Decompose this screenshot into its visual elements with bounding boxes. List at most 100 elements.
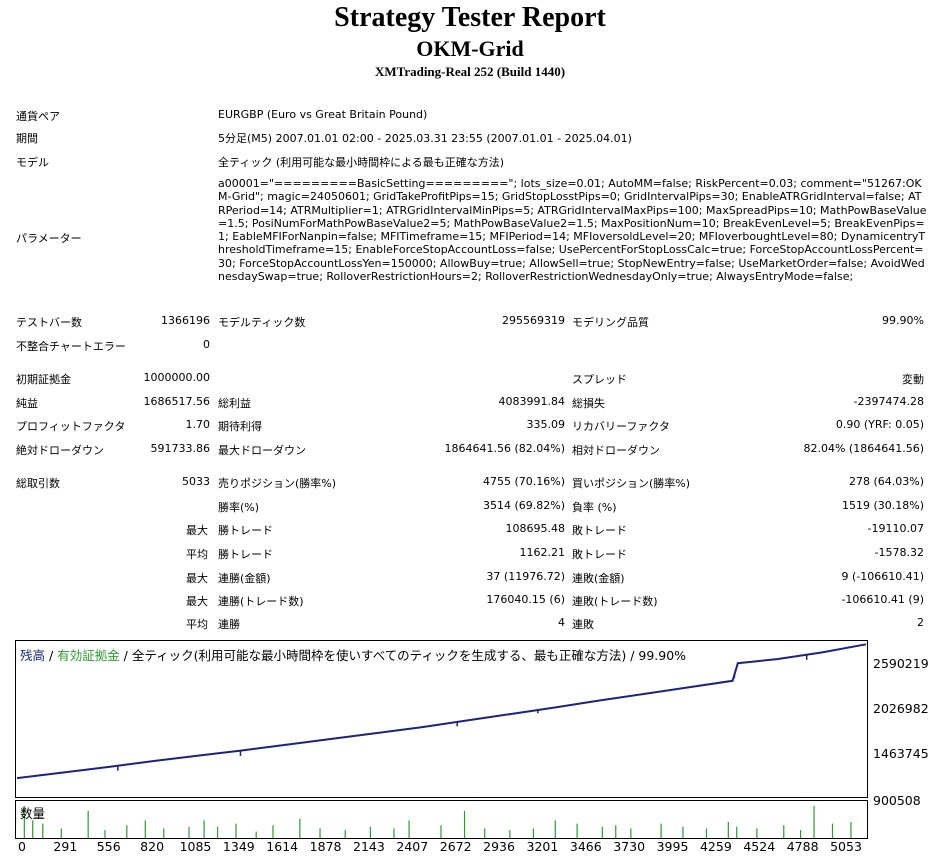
volume-bar-23 (484, 828, 486, 838)
volume-bar-7 (144, 820, 146, 838)
volume-bar-29 (615, 825, 617, 838)
y-tick-0: 2590219 (873, 656, 929, 671)
win-rate-label: 勝率(%) (218, 501, 260, 514)
avg-cons-wins-label: 連勝 (218, 618, 240, 631)
volume-bar-36 (756, 828, 758, 838)
avg-label: 平均 (186, 548, 208, 561)
model-label: モデル (16, 156, 49, 169)
bars-value: 1366196 (161, 314, 210, 327)
volume-bar-41 (850, 822, 852, 838)
x-tick-1: 291 (53, 839, 78, 854)
x-tick-19: 5053 (830, 839, 862, 854)
volume-bar-0 (23, 806, 25, 838)
x-tick-15: 3995 (656, 839, 689, 854)
max-drawdown-value: 1864641.56 (82.04%) (444, 442, 565, 455)
period-value: 5分足(M5) 2007.01.01 02:00 - 2025.03.31 23… (218, 132, 632, 145)
ticks-value: 295569319 (502, 314, 565, 327)
avg-cons-losses-label: 連敗 (572, 618, 594, 631)
balance-chart (15, 640, 868, 798)
profit-factor-value: 1.70 (185, 418, 211, 431)
volume-bar-39 (813, 806, 815, 838)
y-tick-2: 1463745 (873, 746, 929, 761)
loss-rate-label: 負率 (%) (572, 501, 617, 514)
volume-bar-30 (630, 828, 632, 838)
deposit-label: 初期証拠金 (16, 373, 71, 386)
max-win-trade-label: 勝トレード (218, 524, 273, 537)
short-positions-label: 売りポジション(勝率%) (218, 477, 337, 490)
profit-factor-label: プロフィットファクタ (16, 420, 126, 433)
x-tick-8: 2143 (353, 839, 385, 854)
period-label: 期間 (16, 132, 38, 145)
max-label-2: 最大 (186, 572, 208, 585)
volume-bar-8 (163, 828, 165, 838)
max-lose-trade-value: -19110.07 (867, 522, 924, 535)
volume-bar-13 (255, 831, 257, 838)
recovery-factor-value: 0.90 (YRF: 0.05) (835, 418, 924, 431)
x-tick-3: 820 (140, 839, 165, 854)
loss-rate-value: 1519 (30.18%) (841, 499, 924, 512)
gross-profit-label: 総利益 (218, 397, 251, 410)
volume-bar-24 (509, 830, 511, 838)
total-trades-value: 5033 (182, 475, 210, 488)
net-profit-value: 1686517.56 (143, 395, 210, 408)
volume-bar-40 (831, 823, 834, 838)
legend-separator: / (45, 648, 58, 663)
volume-bar-37 (783, 825, 785, 838)
recovery-factor-label: リカバリーファクタ (572, 420, 670, 433)
volume-bar-34 (727, 822, 729, 838)
x-tick-0: 0 (18, 839, 26, 854)
cons-wins-trades-label: 連勝(トレード数) (218, 595, 304, 608)
volume-bar-28 (601, 826, 603, 838)
net-profit-label: 純益 (16, 397, 38, 410)
y-tick-1: 2026982 (873, 701, 929, 716)
errors-value: 0 (203, 338, 210, 351)
spread-value: 変動 (902, 373, 924, 386)
volume-bar-20 (408, 820, 410, 838)
volume-bar-9 (188, 826, 190, 838)
cons-losses-money-label: 連敗(金額) (572, 572, 625, 585)
symbol-value: EURGBP (Euro vs Great Britain Pound) (218, 108, 428, 121)
y-tick-3: 900508 (873, 793, 921, 808)
volume-bar-6 (126, 825, 128, 838)
avg-win-trade-value: 1162.21 (519, 546, 566, 559)
legend-balance: 残高 (20, 648, 46, 663)
max-drawdown-label: 最大ドローダウン (218, 444, 306, 457)
deposit-value: 1000000.00 (143, 371, 210, 384)
volume-bar-10 (203, 820, 205, 838)
cons-wins-money-value: 37 (11976.72) (486, 570, 565, 583)
x-tick-11: 2936 (483, 839, 515, 854)
max-win-trade-value: 108695.48 (505, 522, 566, 535)
x-tick-16: 4259 (699, 839, 732, 854)
volume-bar-26 (554, 820, 556, 838)
cons-wins-trades-value: 176040.15 (6) (486, 593, 565, 606)
params-value: a00001="=========BasicSetting=========";… (218, 177, 927, 284)
volume-bar-22 (463, 810, 466, 838)
volume-bar-27 (576, 823, 578, 838)
server-name: XMTrading-Real 252 (Build 1440) (374, 64, 566, 79)
model-value: 全ティック (利用可能な最小時間枠による最も正確な方法) (218, 156, 505, 169)
x-tick-18: 4788 (786, 839, 819, 854)
avg-cons-wins-value: 4 (558, 616, 565, 629)
volume-bar-31 (660, 823, 662, 838)
expected-payoff-value: 335.09 (526, 418, 566, 431)
avg-label-2: 平均 (186, 618, 208, 631)
volume-bar-33 (705, 828, 708, 838)
long-positions-value: 278 (64.03%) (848, 475, 924, 488)
volume-bar-35 (736, 826, 738, 838)
volume-bar-11 (216, 826, 219, 838)
x-tick-5: 1349 (222, 839, 255, 854)
params-label: パラメーター (16, 232, 82, 245)
cons-losses-money-value: 9 (-106610.41) (841, 570, 924, 583)
volume-bar-17 (344, 830, 346, 838)
ticks-label: モデルティック数 (218, 316, 306, 329)
x-tick-17: 4524 (743, 839, 776, 854)
short-positions-value: 4755 (70.16%) (482, 475, 565, 488)
gross-loss-value: -2397474.28 (853, 395, 924, 408)
win-rate-value: 3514 (69.82%) (482, 499, 565, 512)
volume-bar-15 (299, 818, 301, 838)
volume-bar-18 (369, 826, 372, 838)
x-tick-6: 1614 (266, 839, 299, 854)
x-tick-10: 2672 (439, 839, 472, 854)
abs-drawdown-value: 591733.86 (150, 442, 211, 455)
cons-wins-money-label: 連勝(金額) (218, 572, 271, 585)
